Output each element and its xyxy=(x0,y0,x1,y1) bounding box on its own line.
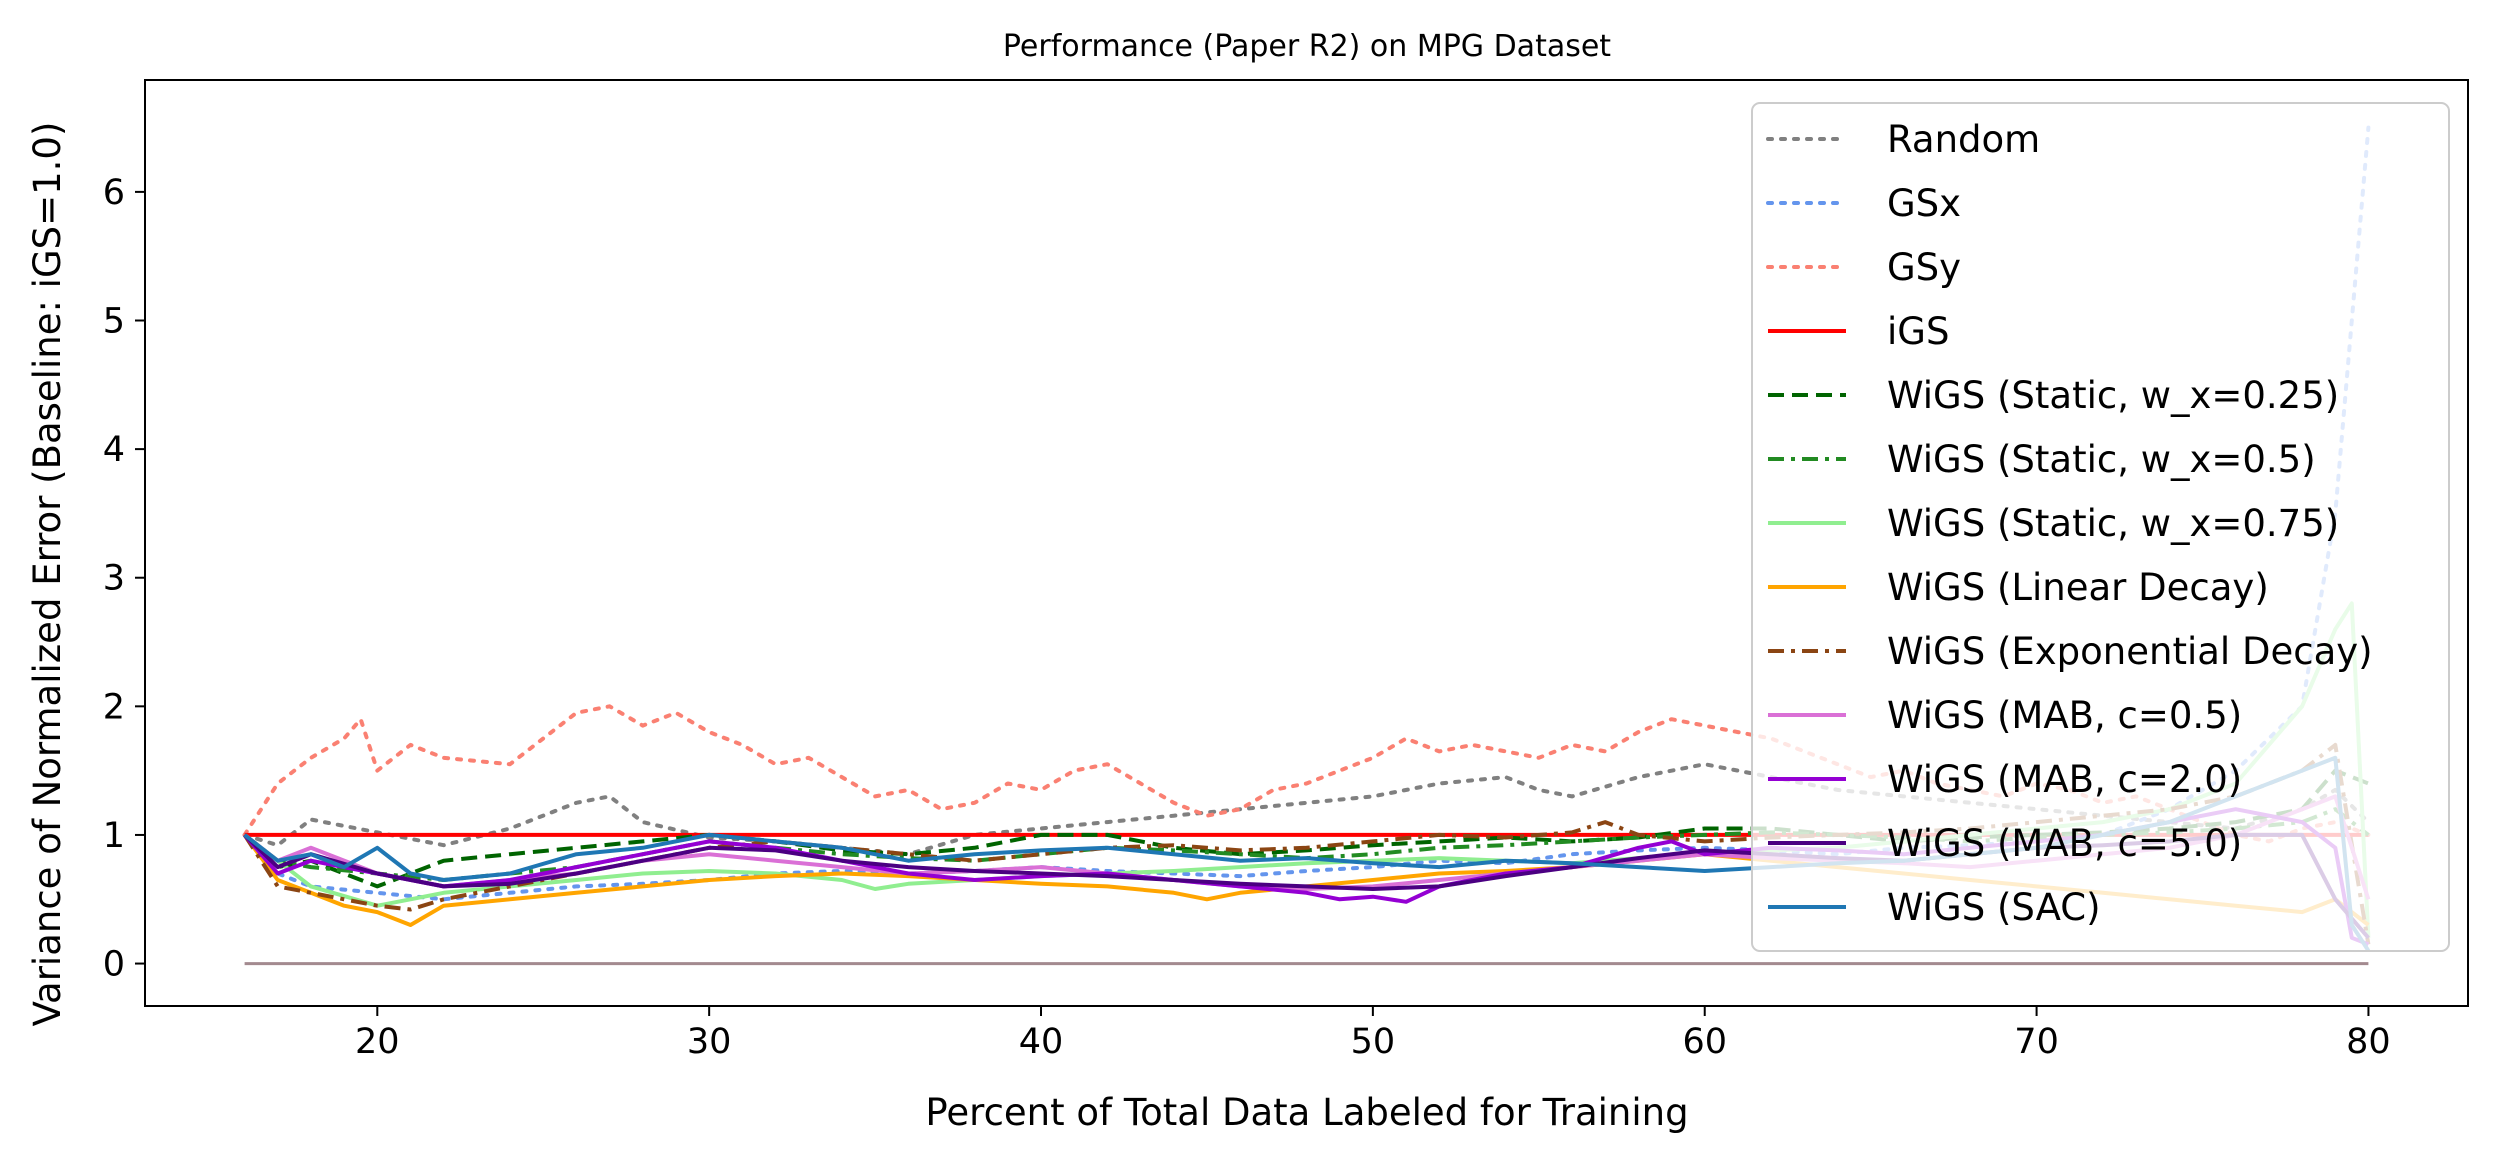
y-tick-label: 3 xyxy=(103,559,125,599)
legend-label: Random xyxy=(1887,118,2040,161)
x-tick-label: 20 xyxy=(355,1022,400,1062)
legend-label: WiGS (Exponential Decay) xyxy=(1887,630,2373,673)
legend-label: WiGS (MAB, c=5.0) xyxy=(1887,822,2242,865)
x-tick-label: 40 xyxy=(1019,1022,1064,1062)
axis-ticks: 20 30 40 50 60 70 80 0 1 2 3 4 5 6 xyxy=(103,173,2391,1062)
y-tick-label: 4 xyxy=(103,430,125,470)
legend: Random GSx GSy iGS WiGS (Static, w_x=0.25) Wi… xyxy=(1751,102,2450,952)
legend-box xyxy=(1751,102,2450,952)
legend-label: GSx xyxy=(1887,182,1961,225)
x-tick-label: 50 xyxy=(1351,1022,1396,1062)
legend-label: WiGS (Static, w_x=0.5) xyxy=(1887,438,2316,481)
y-axis-label: Variance of Normalized Error (Baseline: … xyxy=(26,122,69,1027)
legend-label: WiGS (Linear Decay) xyxy=(1887,566,2269,609)
legend-label: WiGS (SAC) xyxy=(1887,886,2101,929)
y-tick-label: 2 xyxy=(103,687,125,727)
legend-label: WiGS (Static, w_x=0.25) xyxy=(1887,374,2339,417)
legend-label: GSy xyxy=(1887,246,1961,289)
y-tick-label: 6 xyxy=(103,173,125,213)
legend-label: WiGS (Static, w_x=0.75) xyxy=(1887,502,2339,545)
legend-label: WiGS (MAB, c=2.0) xyxy=(1887,758,2242,801)
x-tick-label: 30 xyxy=(687,1022,732,1062)
y-tick-label: 1 xyxy=(103,816,125,856)
series-line-1 xyxy=(242,125,2371,902)
plot-frame xyxy=(144,79,2469,1007)
series-line-0 xyxy=(242,762,2371,857)
legend-label: iGS xyxy=(1887,310,1949,353)
series-line-5 xyxy=(243,807,2370,882)
x-tick-label: 80 xyxy=(2346,1022,2391,1062)
y-tick-label: 5 xyxy=(103,302,125,342)
x-axis-label: Percent of Total Data Labeled for Traini… xyxy=(925,1091,1688,1134)
chart-title: Performance (Paper R2) on MPG Dataset xyxy=(1003,29,1611,64)
x-tick-label: 70 xyxy=(2014,1022,2059,1062)
y-tick-label: 0 xyxy=(103,945,125,985)
legend-label: WiGS (MAB, c=0.5) xyxy=(1887,694,2242,737)
series-line-2 xyxy=(242,704,2371,844)
x-tick-label: 60 xyxy=(1682,1022,1727,1062)
